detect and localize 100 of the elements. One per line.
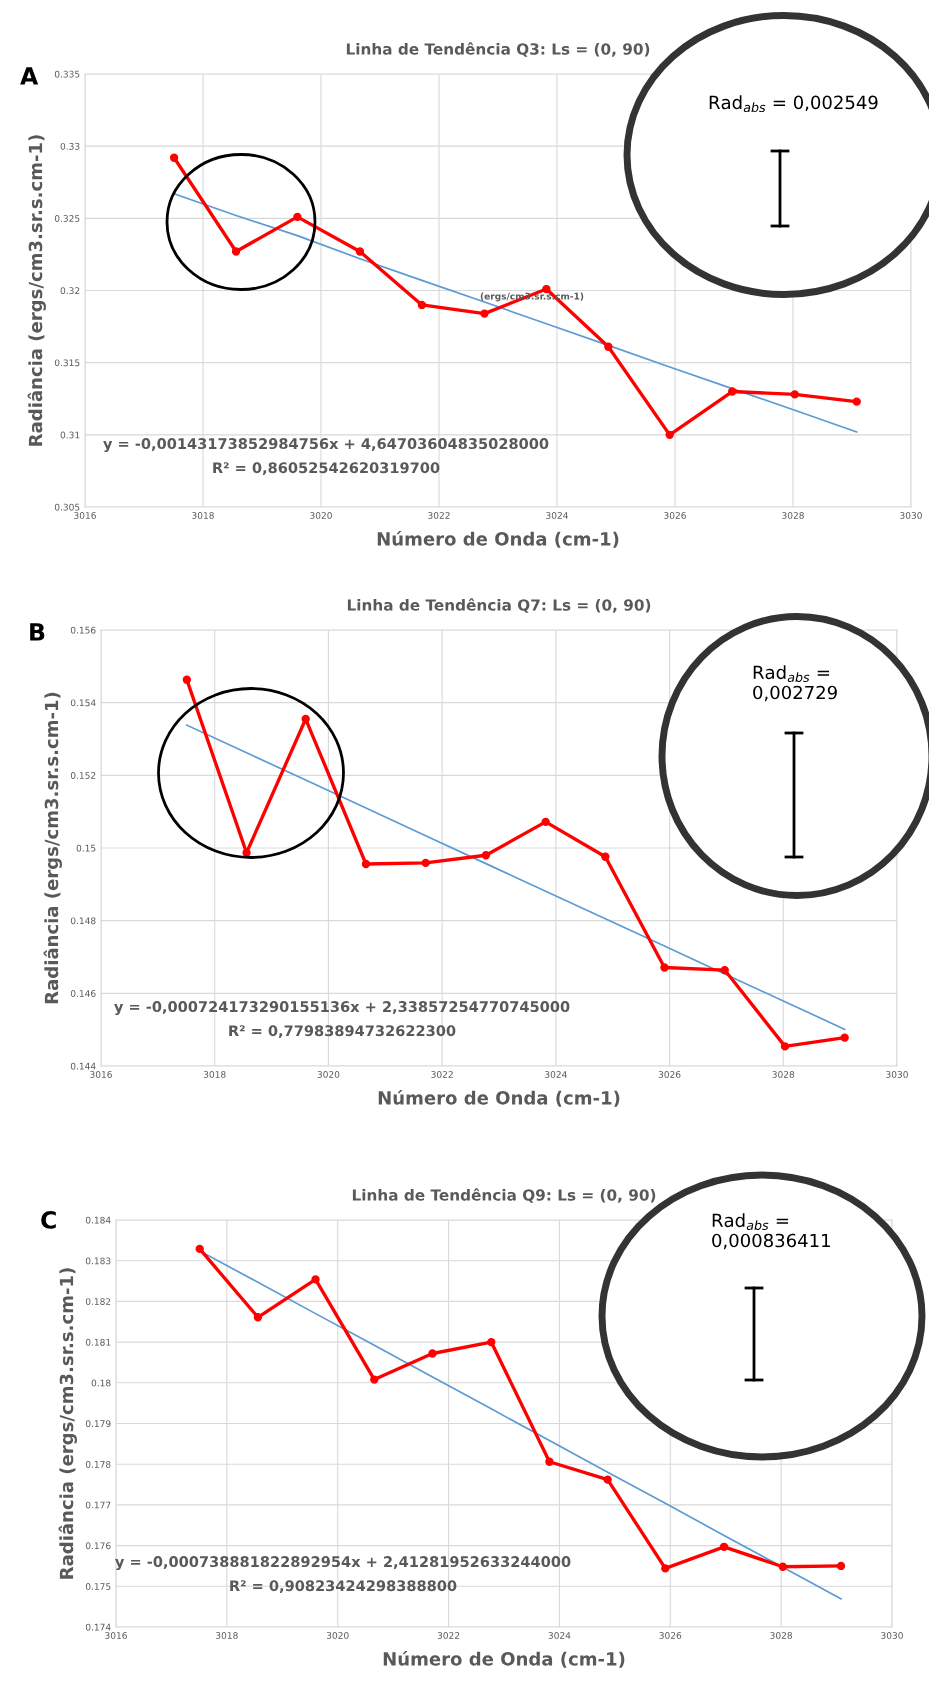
x-tick-label: 3024 bbox=[545, 1071, 567, 1078]
annotation: R² = 0,90823424298388800 bbox=[230, 1580, 457, 1594]
point bbox=[719, 1542, 729, 1551]
y-tick-label: 0.33 bbox=[60, 142, 80, 150]
x-tick-label: 3016 bbox=[105, 1632, 127, 1639]
y-tick-label: 0.148 bbox=[70, 917, 96, 925]
point bbox=[840, 1033, 849, 1042]
y-tick-label: 0.178 bbox=[85, 1460, 111, 1468]
annotation: R² = 0,86052542620319700 bbox=[213, 462, 440, 476]
y-tick-label: 0.174 bbox=[85, 1623, 111, 1631]
y-axis-title: Radiância (ergs/cm3.sr.s.cm-1) bbox=[43, 692, 62, 1004]
y-tick-label: 0.15 bbox=[76, 844, 96, 852]
text: B bbox=[30, 623, 45, 641]
x-axis-title: Número de Onda (cm-1) bbox=[377, 530, 619, 548]
point bbox=[852, 397, 861, 406]
x-tick-label: 3028 bbox=[772, 1071, 795, 1078]
x-tick-label: 3030 bbox=[886, 1071, 908, 1078]
text: C bbox=[41, 1210, 56, 1229]
x-axis-title: Número de Onda (cm-1) bbox=[378, 1089, 620, 1107]
point bbox=[836, 1561, 846, 1571]
x-tick-label: 3020 bbox=[310, 512, 332, 519]
point bbox=[487, 1337, 496, 1347]
y-tick-label: 0.154 bbox=[70, 699, 96, 707]
point bbox=[603, 1475, 612, 1484]
annotation: y = -0,000724173290155136x + 2,33857254770745000 bbox=[114, 1001, 570, 1016]
y-tick-label: 0.32 bbox=[60, 287, 80, 295]
point bbox=[428, 1349, 437, 1358]
y-tick-label: 0.146 bbox=[70, 990, 96, 997]
point bbox=[480, 309, 489, 318]
point bbox=[301, 714, 310, 724]
annotation: y = -0,00143173852984756x + 4,64703604835028000 bbox=[103, 438, 549, 453]
x-tick-label: 3026 bbox=[664, 512, 686, 519]
y-tick-label: 0.325 bbox=[54, 215, 80, 222]
chart-title: Linha de Tendência Q9: Ls = (0, 90) bbox=[352, 1188, 656, 1203]
x-tick-label: 3028 bbox=[770, 1632, 793, 1639]
point bbox=[242, 848, 251, 857]
x-tick-label: 3022 bbox=[428, 512, 450, 519]
x-tick-label: 3018 bbox=[203, 1071, 226, 1078]
annotation: Rad$_{abs}$ = 0,002729 bbox=[753, 665, 837, 702]
x-tick-label: 3024 bbox=[546, 512, 568, 519]
x-tick-label: 3026 bbox=[658, 1071, 681, 1078]
point bbox=[665, 430, 674, 440]
x-tick-label: 3018 bbox=[192, 512, 214, 519]
x-tick-label: 3016 bbox=[74, 512, 96, 519]
y-tick-label: 0.179 bbox=[85, 1420, 111, 1428]
y-tick-label: 0.156 bbox=[70, 626, 96, 634]
y-tick-label: 0.182 bbox=[85, 1298, 111, 1305]
point bbox=[311, 1275, 320, 1284]
point bbox=[417, 300, 427, 310]
y-tick-label: 0.152 bbox=[70, 772, 96, 779]
point bbox=[720, 965, 729, 975]
point bbox=[370, 1375, 379, 1384]
point bbox=[169, 153, 179, 162]
x-tick-label: 3028 bbox=[782, 512, 804, 519]
y-axis-title: Radiância (ergs/cm3.sr.s.cm-1) bbox=[58, 1268, 77, 1579]
point bbox=[361, 859, 371, 869]
point bbox=[182, 675, 192, 684]
text: A bbox=[20, 67, 39, 85]
point bbox=[231, 247, 241, 256]
x-tick-label: 3030 bbox=[900, 512, 922, 519]
annotation: Rad$_{abs}$ = 0,000836411 bbox=[712, 1213, 830, 1250]
y-tick-label: 0.31 bbox=[60, 431, 80, 439]
y-axis-title: Radiância (ergs/cm3.sr.s.cm-1) bbox=[27, 135, 46, 446]
x-tick-label: 3020 bbox=[317, 1071, 340, 1078]
y-tick-label: 0.144 bbox=[70, 1062, 96, 1070]
y-tick-label: 0.184 bbox=[85, 1216, 111, 1224]
point bbox=[790, 390, 799, 399]
point bbox=[195, 1244, 204, 1254]
y-tick-label: 0.335 bbox=[54, 70, 80, 78]
point bbox=[293, 212, 302, 222]
y-tick-label: 0.18 bbox=[91, 1379, 111, 1387]
point bbox=[541, 817, 550, 827]
chart-title: Linha de Tendência Q7: Ls = (0, 90) bbox=[347, 598, 651, 613]
point bbox=[661, 1564, 670, 1573]
x-axis-title: Número de Onda (cm-1) bbox=[383, 1650, 625, 1668]
point bbox=[660, 963, 669, 972]
x-tick-label: 3022 bbox=[437, 1632, 460, 1639]
x-tick-label: 3016 bbox=[90, 1071, 112, 1078]
x-tick-label: 3026 bbox=[659, 1632, 682, 1639]
point bbox=[481, 851, 491, 860]
annotation: Rad$_{abs}$ = 0,002549 bbox=[709, 95, 878, 113]
y-tick-label: 0.315 bbox=[54, 359, 80, 367]
y-tick-label: 0.176 bbox=[85, 1542, 111, 1550]
x-tick-label: 3030 bbox=[881, 1632, 903, 1639]
annotation: R² = 0,77983894732622300 bbox=[229, 1025, 456, 1039]
point bbox=[728, 387, 737, 396]
point bbox=[253, 1313, 263, 1322]
x-tick-label: 3018 bbox=[216, 1632, 238, 1639]
point bbox=[778, 1562, 787, 1571]
point bbox=[604, 342, 613, 351]
point bbox=[545, 1457, 554, 1466]
y-tick-label: 0.175 bbox=[85, 1583, 111, 1590]
y-tick-label: 0.305 bbox=[54, 503, 80, 511]
point bbox=[601, 852, 610, 861]
y-tick-label: 0.177 bbox=[85, 1501, 111, 1509]
x-tick-label: 3024 bbox=[548, 1632, 571, 1639]
point bbox=[780, 1042, 790, 1051]
line-series bbox=[173, 192, 858, 433]
point bbox=[355, 247, 365, 256]
x-tick-label: 3022 bbox=[431, 1071, 453, 1078]
